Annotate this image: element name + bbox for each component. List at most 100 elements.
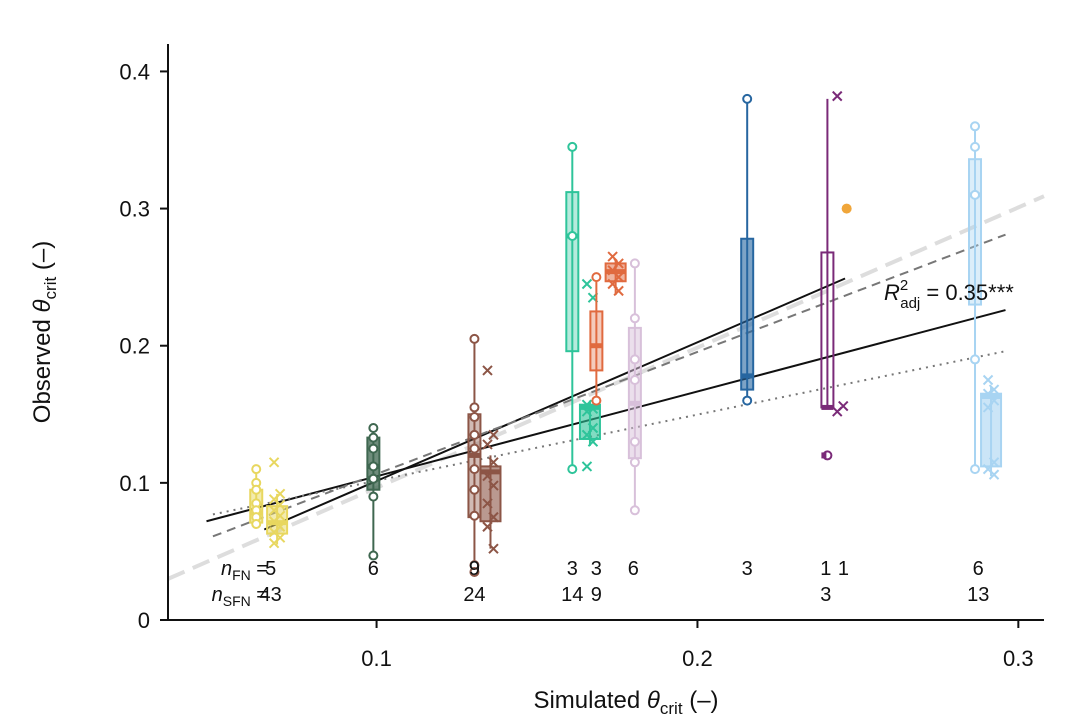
group-5-SFN <box>604 251 627 297</box>
data-point-circle <box>970 121 981 132</box>
group-9-FN <box>841 203 852 214</box>
fit-line-steep <box>263 277 846 531</box>
group-8-FN <box>820 98 835 461</box>
data-point-cross <box>488 480 499 491</box>
data-point-circle <box>629 436 640 447</box>
data-point-circle <box>629 258 640 269</box>
n-sfn-value: 3 <box>820 584 831 606</box>
data-point-circle <box>368 443 379 454</box>
r2-value: = 0.35*** <box>920 280 1014 305</box>
data-point-cross <box>982 374 994 386</box>
data-point-cross <box>482 521 493 532</box>
n-sfn-equals: = <box>251 584 268 606</box>
iqr-box <box>740 237 755 391</box>
data-point-circle <box>368 461 379 472</box>
r2-base: R <box>884 280 900 305</box>
data-point-cross <box>587 436 599 447</box>
data-point-cross <box>482 498 493 509</box>
data-point-circle <box>742 93 753 104</box>
data-point-cross <box>488 543 499 554</box>
x-axis-title: Simulated θcrit (–) <box>533 687 718 718</box>
n-sfn-value: 9 <box>591 584 602 606</box>
data-point-cross <box>832 90 843 102</box>
y-axis-title-subscript: crit <box>41 277 60 300</box>
iqr-box <box>820 251 835 409</box>
data-point-cross <box>488 429 499 441</box>
n-sfn-value: 13 <box>967 584 989 606</box>
group-10-SFN <box>980 374 1003 480</box>
data-point-circle <box>368 550 379 561</box>
data-point-circle <box>591 395 602 406</box>
group-7-FN <box>740 93 755 406</box>
data-point-circle <box>970 141 981 152</box>
data-point-circle <box>629 505 640 516</box>
y-axis-title-suffix: (–) <box>29 241 56 277</box>
data-point-circle <box>251 464 262 475</box>
data-point-circle <box>567 141 578 152</box>
n-sfn-label: nSFN = <box>212 584 268 609</box>
fit-line-dotted <box>212 350 1006 516</box>
data-point-cross <box>613 285 624 297</box>
identity-line <box>167 194 1045 581</box>
y-tick-label: 0 <box>138 608 150 633</box>
data-point-circle <box>469 402 480 413</box>
data-point-circle <box>368 491 379 502</box>
data-point-circle <box>469 412 480 423</box>
data-point-cross <box>988 384 1000 395</box>
data-point-circle <box>469 510 480 521</box>
group-2-FN <box>366 423 381 561</box>
n-sfn-base: n <box>212 584 223 606</box>
data-point-circle <box>368 423 379 433</box>
data-point-circle <box>591 272 602 283</box>
data-point-cross <box>982 402 994 413</box>
group-4-SFN <box>578 278 601 472</box>
n-fn-equals: = <box>251 558 268 580</box>
data-point-circle <box>567 231 578 241</box>
data-point-cross <box>581 461 593 472</box>
r2-superscript: 2 <box>900 277 908 294</box>
group-1-FN <box>249 464 264 529</box>
x-axis-title-subscript: crit <box>660 699 683 718</box>
n-fn-value: 5 <box>265 558 276 580</box>
n-fn-value: 3 <box>591 558 602 580</box>
ticks: 0.1 0.2 0.3 0 0.1 0.2 0.3 0.4 <box>119 59 1033 671</box>
data-series <box>249 90 1003 577</box>
data-point-circle <box>251 484 262 495</box>
data-point-cross <box>488 511 499 523</box>
data-point-circle <box>469 464 480 475</box>
data-point-circle <box>368 432 379 443</box>
data-point-circle <box>629 457 640 468</box>
n-fn-value: 6 <box>973 558 984 580</box>
data-point-cross <box>482 470 493 482</box>
n-fn-value: 1 <box>820 558 831 580</box>
y-axis-title: Observed θcrit (–) <box>29 241 60 423</box>
iqr-box <box>589 310 604 372</box>
group-1-SFN <box>266 457 289 549</box>
data-point-cross <box>488 457 499 468</box>
n-fn-value: 9 <box>469 558 480 580</box>
data-point-filled <box>841 203 852 214</box>
data-point-circle <box>629 375 640 385</box>
n-fn-value: 3 <box>742 558 753 580</box>
data-point-circle <box>629 313 640 324</box>
y-axis-title-symbol: θ <box>29 299 56 312</box>
data-point-circle <box>469 443 480 454</box>
y-tick-label: 0.1 <box>119 471 150 496</box>
x-axis-title-suffix: (–) <box>683 687 719 714</box>
data-point-cross <box>581 278 593 290</box>
data-point-circle <box>629 354 640 365</box>
group-4-FN <box>565 141 580 475</box>
n-fn-value: 6 <box>368 558 379 580</box>
x-tick-label: 0.3 <box>1003 646 1034 671</box>
n-sfn-subscript: SFN <box>223 593 251 609</box>
data-point-circle <box>742 395 753 406</box>
n-fn-value: 3 <box>567 558 578 580</box>
n-fn-value: 6 <box>628 558 639 580</box>
data-point-cross <box>832 406 843 417</box>
group-10-FN <box>968 121 983 475</box>
y-tick-label: 0.4 <box>119 59 150 84</box>
data-point-circle <box>469 484 480 495</box>
data-point-circle <box>970 354 981 365</box>
